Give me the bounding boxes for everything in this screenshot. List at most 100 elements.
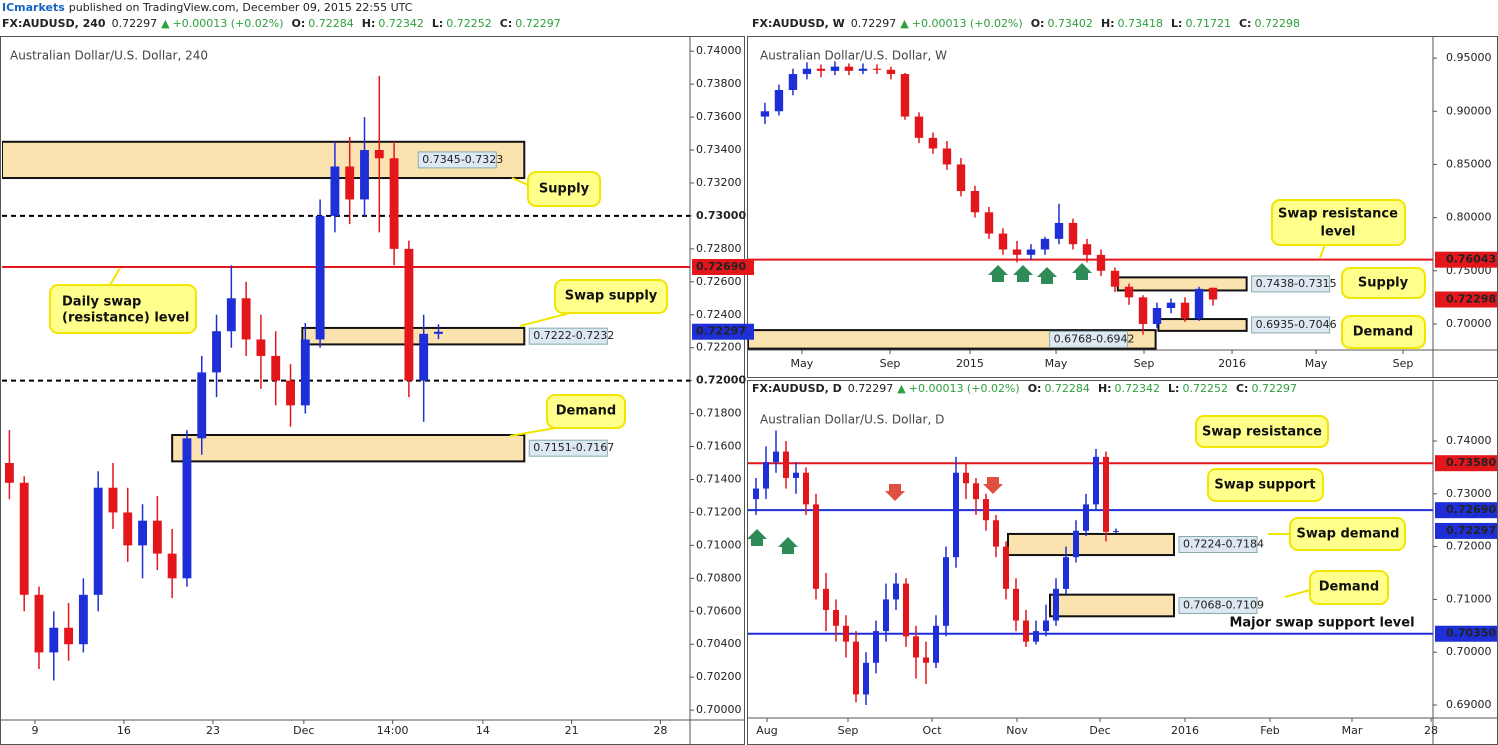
zone-label: 0.6768-0.6942	[1054, 332, 1135, 345]
candle-body	[963, 472, 969, 484]
candle-body	[843, 625, 849, 642]
x-tick-label: 2016	[1218, 357, 1246, 370]
y-tick-label: 0.70600	[696, 604, 742, 617]
y-tick-label: 0.73400	[696, 143, 742, 156]
x-tick-label: 9	[31, 724, 38, 737]
last-price-bg	[1435, 291, 1497, 308]
ohlc-label: H:	[1101, 17, 1115, 30]
candle-body	[1053, 588, 1059, 621]
plot	[748, 430, 1433, 706]
ohlc-value: 0.72297	[515, 17, 561, 30]
arrow-up	[778, 537, 798, 554]
candle-body	[783, 451, 789, 478]
candle-body	[1023, 620, 1029, 642]
arrow-up	[1013, 265, 1033, 282]
candle-body	[970, 191, 980, 213]
zone-label: 0.7068-0.7109	[1183, 598, 1264, 611]
candle-body	[773, 451, 779, 463]
symbol: FX:AUDUSD, W	[752, 17, 845, 30]
ohlc-label: C:	[1239, 17, 1251, 30]
candle-body	[1068, 222, 1078, 245]
last-price-label: 0.72297	[696, 325, 746, 338]
zone-label-bg	[1178, 536, 1258, 554]
level-label-bg	[692, 372, 744, 389]
candle-body	[152, 520, 162, 554]
callout: Swap support	[1214, 478, 1315, 493]
candle-body	[813, 504, 819, 589]
y-tick-label: 0.70000	[1446, 645, 1492, 658]
ohlc-label: H:	[362, 17, 376, 30]
change: +0.00013 (+0.02%)	[912, 17, 1023, 30]
y-tick-label: 0.72200	[696, 341, 742, 354]
candle-body	[863, 662, 869, 695]
zone-label-bg	[1049, 330, 1129, 348]
candle-body	[1043, 620, 1049, 632]
candle-body	[226, 298, 236, 332]
candle-body	[933, 625, 939, 663]
candle-body	[19, 482, 29, 595]
chart-title: Australian Dollar/U.S. Dollar, D	[760, 413, 944, 427]
x-tick-label: 2016	[1171, 724, 1199, 737]
ohlc-value: 0.72284	[308, 17, 354, 30]
y-tick-label: 0.71800	[696, 407, 742, 420]
level-label-bg	[1435, 625, 1497, 642]
x-tick-label: Dec	[1089, 724, 1110, 737]
y-tick-label: 0.72800	[696, 242, 742, 255]
callout: Swap resistance	[1278, 207, 1398, 222]
candle-body	[1003, 546, 1009, 589]
candle-body	[1033, 631, 1039, 642]
candle-body	[241, 298, 251, 340]
ohlc-label: O:	[1031, 17, 1045, 30]
candle-body	[330, 166, 340, 216]
x-tick-label: Oct	[922, 724, 942, 737]
candle-body	[753, 488, 759, 500]
x-tick-label: 2015	[956, 357, 984, 370]
zone	[1007, 532, 1175, 557]
candle-body	[1040, 238, 1050, 250]
zone-label-bg	[1251, 316, 1331, 334]
candle-body	[1124, 286, 1134, 298]
callout-box	[1207, 468, 1324, 502]
y-tick-label: 0.70000	[696, 703, 742, 716]
ohlc-value: 0.72298	[1254, 17, 1300, 30]
candle-body	[858, 68, 868, 71]
arrow-down	[885, 484, 905, 501]
candle-body	[788, 74, 798, 90]
y-tick-label: 0.73800	[696, 77, 742, 90]
ohlc-value: 0.72342	[378, 17, 424, 30]
level-label: 0.72690	[1446, 503, 1496, 516]
level-label-bg	[692, 207, 744, 224]
candle-body	[923, 657, 929, 663]
candle-body	[34, 594, 44, 653]
callout: (resistance) level	[62, 311, 189, 326]
pointer	[109, 267, 121, 286]
candle-body	[1082, 244, 1092, 255]
callout: Swap supply	[565, 289, 658, 304]
x-tick-label: Dec	[293, 724, 314, 737]
y-tick-label: 0.70000	[1446, 317, 1492, 330]
callout-box	[527, 171, 601, 207]
callout: Swap demand	[1297, 527, 1400, 542]
last-price-label: 0.72298	[1446, 293, 1496, 306]
candle-body	[389, 158, 399, 249]
candle-body	[1083, 504, 1089, 531]
change: +0.00013 (+0.02%)	[909, 382, 1020, 395]
candle-body	[928, 137, 938, 149]
candle-body	[1194, 288, 1204, 319]
level-label: 0.72690	[696, 260, 746, 273]
ohlc-label: O:	[292, 17, 306, 30]
y-tick-label: 0.69000	[1446, 698, 1492, 711]
zone-label: 0.7222-0.7232	[533, 329, 614, 342]
level-label-bg	[692, 258, 754, 275]
candle-body	[833, 609, 839, 626]
publisher: ICmarkets	[2, 1, 65, 14]
candle-body	[197, 372, 207, 439]
y-tick-label: 0.71600	[696, 440, 742, 453]
chart-title: Australian Dollar/U.S. Dollar, 240	[10, 49, 208, 63]
candle-body	[872, 68, 882, 70]
chart-header: FX:AUDUSD, D 0.72297 ▲ +0.00013 (+0.02%) O: 0…	[752, 382, 1297, 395]
y-tick-label: 0.80000	[1446, 211, 1492, 224]
candle-body	[1073, 530, 1079, 558]
candle-body	[953, 472, 959, 558]
candle-body	[1026, 249, 1036, 255]
